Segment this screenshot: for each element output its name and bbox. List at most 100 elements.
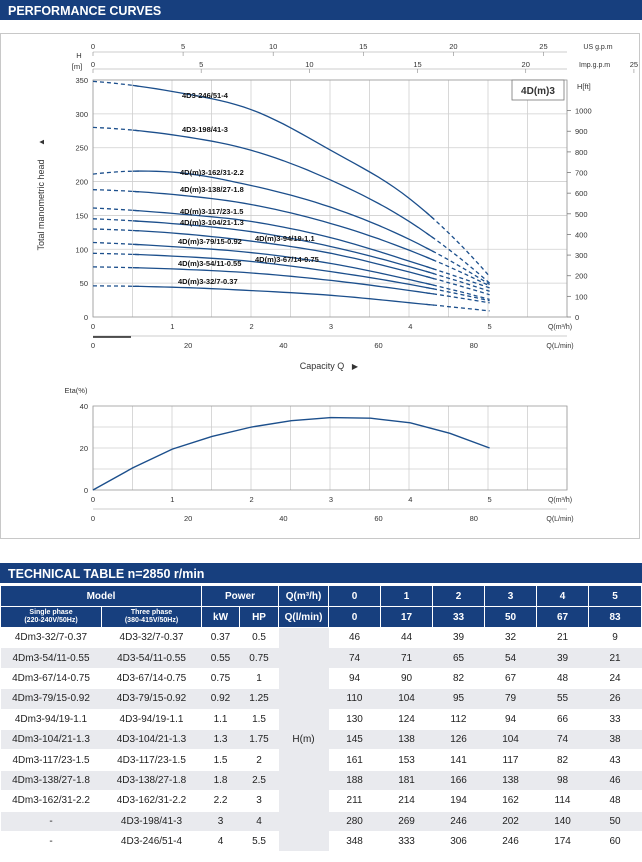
head-value: 26 — [588, 688, 642, 710]
curve-dashed-end — [425, 265, 490, 289]
y-tick-label: 50 — [80, 279, 88, 288]
impgpm-tick-label: 25 — [630, 60, 638, 69]
head-value: 141 — [432, 749, 485, 771]
ft-tick-label: 500 — [575, 210, 588, 219]
y-unit-label: H — [76, 51, 81, 60]
head-value: 50 — [588, 811, 642, 832]
head-value: 306 — [432, 831, 485, 853]
x-tick-label: 0 — [91, 495, 95, 504]
x-axis-label: Q(m³/h) — [548, 324, 572, 331]
power-kw: 0.75 — [201, 668, 240, 690]
usgpm-tick-label: 5 — [181, 42, 185, 51]
single-phase-model: 4Dm3-79/15-0.92 — [0, 688, 102, 710]
curve-label: 4D3-198/41-3 — [182, 125, 228, 134]
curve-dashed-start — [92, 241, 141, 246]
usgpm-axis-label: US g.p.m — [583, 44, 612, 51]
single-phase-model: 4Dm3-138/27-1.8 — [0, 770, 102, 792]
head-value: 104 — [380, 688, 433, 710]
three-phase-model: 4D3-117/23-1.5 — [101, 749, 202, 771]
x-axis-arrow: ▶ — [352, 362, 359, 371]
ft-tick-label: 0 — [575, 313, 579, 322]
chart-title-box — [511, 79, 565, 101]
power-kw: 4 — [201, 831, 240, 853]
ft-tick-label: 800 — [575, 148, 588, 157]
curve-4D(m)3-104/21-1.3 — [132, 220, 435, 275]
curve-dashed-start — [92, 218, 141, 222]
lmin-tick-label: 60 — [374, 514, 382, 523]
curve-4D(m)3-117/23-1.5 — [132, 209, 435, 270]
y-axis-label: Total manometric head — [36, 159, 46, 250]
chart-title: 4D(m)3 — [521, 86, 555, 97]
head-value: 46 — [328, 627, 381, 649]
y-tick-label: 150 — [75, 211, 88, 220]
head-value: 65 — [432, 647, 485, 669]
curve-label: 4D(m)3-67/14-0.75 — [255, 255, 319, 264]
hp-header: HP — [239, 606, 280, 628]
curve-dashed-start — [93, 285, 141, 288]
x-tick-label: 3 — [329, 322, 333, 331]
x-axis-label: Q(m³/h) — [548, 497, 572, 504]
usgpm-tick-label: 15 — [359, 42, 367, 51]
x-tick-label: 4 — [408, 322, 412, 331]
curve-4D(m)3-162/31-2.2 — [132, 170, 435, 253]
q-value: 1 — [380, 585, 434, 607]
x-tick-label: 2 — [250, 495, 254, 504]
head-value: 67 — [484, 668, 537, 690]
single-phase-model: 4Dm3-67/14-0.75 — [0, 668, 102, 690]
power-hp: 1.5 — [239, 709, 279, 730]
lmin-tick-label: 20 — [184, 341, 192, 350]
head-value: 188 — [328, 770, 381, 792]
head-value: 95 — [432, 688, 485, 710]
y-tick-label: 300 — [75, 110, 88, 119]
head-value: 130 — [328, 709, 381, 730]
head-value: 44 — [380, 627, 433, 649]
l-value: 83 — [588, 606, 642, 628]
head-value: 112 — [432, 709, 485, 730]
head-value: 181 — [380, 770, 433, 792]
head-value: 145 — [328, 729, 381, 751]
y-tick-label: 100 — [75, 245, 88, 254]
q-lmin-header: Q(l/min) — [278, 606, 330, 628]
single-phase-model: - — [0, 811, 102, 832]
curve-dashed-start — [92, 252, 141, 256]
head-value: 161 — [328, 749, 381, 771]
head-value: 162 — [484, 790, 537, 812]
curve-label: 4D(m)3-94/19-1.1 — [255, 234, 315, 243]
table-body: 4Dm3-32/7-0.37 4D3-32/7-0.37 0.37 0.5 H(m) 46… — [0, 627, 642, 853]
power-kw: 0.37 — [201, 627, 240, 649]
head-value: 140 — [536, 811, 589, 832]
three-phase-model: 4D3-162/31-2.2 — [101, 790, 202, 812]
curve-4D(m)3-54/11-0.55 — [132, 267, 435, 295]
head-value: 21 — [536, 627, 589, 649]
head-value: 114 — [536, 790, 589, 812]
ft-tick-label: 700 — [575, 169, 588, 178]
power-kw: 2.2 — [201, 790, 240, 812]
lmin-tick-label: 40 — [279, 341, 287, 350]
three-phase-model: 4D3-198/41-3 — [101, 811, 202, 832]
power-hp: 2.5 — [239, 770, 279, 792]
head-value: 124 — [380, 709, 433, 730]
y-tick-label: 200 — [75, 178, 88, 187]
lmin-axis-label: Q(L/min) — [546, 343, 573, 350]
lmin-tick-label: 60 — [374, 341, 382, 350]
single-phase-model: 4Dm3-162/31-2.2 — [0, 790, 102, 812]
head-value: 98 — [536, 770, 589, 792]
q-m3h-header: Q(m³/h) — [278, 585, 330, 607]
x-tick-label: 3 — [329, 495, 333, 504]
head-value: 280 — [328, 811, 381, 832]
power-kw: 0.92 — [201, 688, 240, 710]
x-tick-label: 5 — [488, 495, 492, 504]
head-value: 74 — [536, 729, 589, 751]
three-phase-model: 4D3-79/15-0.92 — [101, 688, 202, 710]
head-label: H(m) — [278, 627, 329, 853]
head-value: 194 — [432, 790, 485, 812]
head-value: 82 — [536, 749, 589, 771]
three-phase-model: 4D3-138/27-1.8 — [101, 770, 202, 792]
curve-4D(m)3-67/14-0.75 — [132, 253, 435, 290]
y-tick-label: 350 — [75, 76, 88, 85]
head-value: 94 — [328, 668, 381, 690]
technical-table-title: TECHNICAL TABLE n=2850 r/min — [8, 567, 205, 581]
l-value: 17 — [380, 606, 434, 628]
head-value: 55 — [536, 688, 589, 710]
lmin-tick-label: 80 — [470, 341, 478, 350]
